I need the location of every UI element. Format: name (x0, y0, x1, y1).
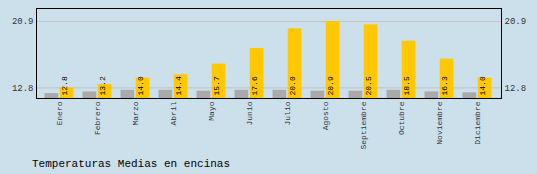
svg-text:Mayo: Mayo (207, 101, 216, 120)
svg-text:14.0: 14.0 (136, 76, 145, 95)
svg-text:Diciembre: Diciembre (473, 101, 482, 144)
svg-text:Junio: Junio (245, 101, 254, 125)
svg-text:14.0: 14.0 (478, 76, 487, 95)
svg-text:20.9: 20.9 (505, 17, 527, 27)
svg-text:20.9: 20.9 (12, 17, 34, 27)
svg-text:Enero: Enero (55, 101, 64, 125)
svg-text:Agosto: Agosto (321, 101, 330, 130)
svg-text:Julio: Julio (283, 101, 292, 125)
svg-text:Abril: Abril (169, 101, 178, 125)
svg-text:16.3: 16.3 (440, 76, 449, 95)
svg-text:18.5: 18.5 (402, 76, 411, 95)
svg-text:15.7: 15.7 (212, 76, 221, 95)
svg-text:Noviembre: Noviembre (435, 101, 444, 144)
svg-text:20.0: 20.0 (288, 76, 297, 95)
svg-text:Septiembre: Septiembre (359, 101, 368, 149)
svg-text:20.9: 20.9 (326, 76, 335, 95)
html-text:Temperaturas Medias en encinas: Temperaturas Medias en encinas (32, 158, 230, 170)
svg-text:20.5: 20.5 (364, 76, 373, 95)
svg-text:14.4: 14.4 (174, 76, 183, 95)
svg-text:12.8: 12.8 (505, 84, 527, 94)
svg-text:12.8: 12.8 (12, 84, 34, 94)
svg-text:Marzo: Marzo (131, 101, 140, 125)
svg-text:13.2: 13.2 (98, 76, 107, 95)
svg-text:Febrero: Febrero (93, 101, 102, 135)
svg-text:Octubre: Octubre (397, 101, 406, 135)
svg-text:12.8: 12.8 (60, 76, 69, 95)
svg-text:17.6: 17.6 (250, 76, 259, 95)
